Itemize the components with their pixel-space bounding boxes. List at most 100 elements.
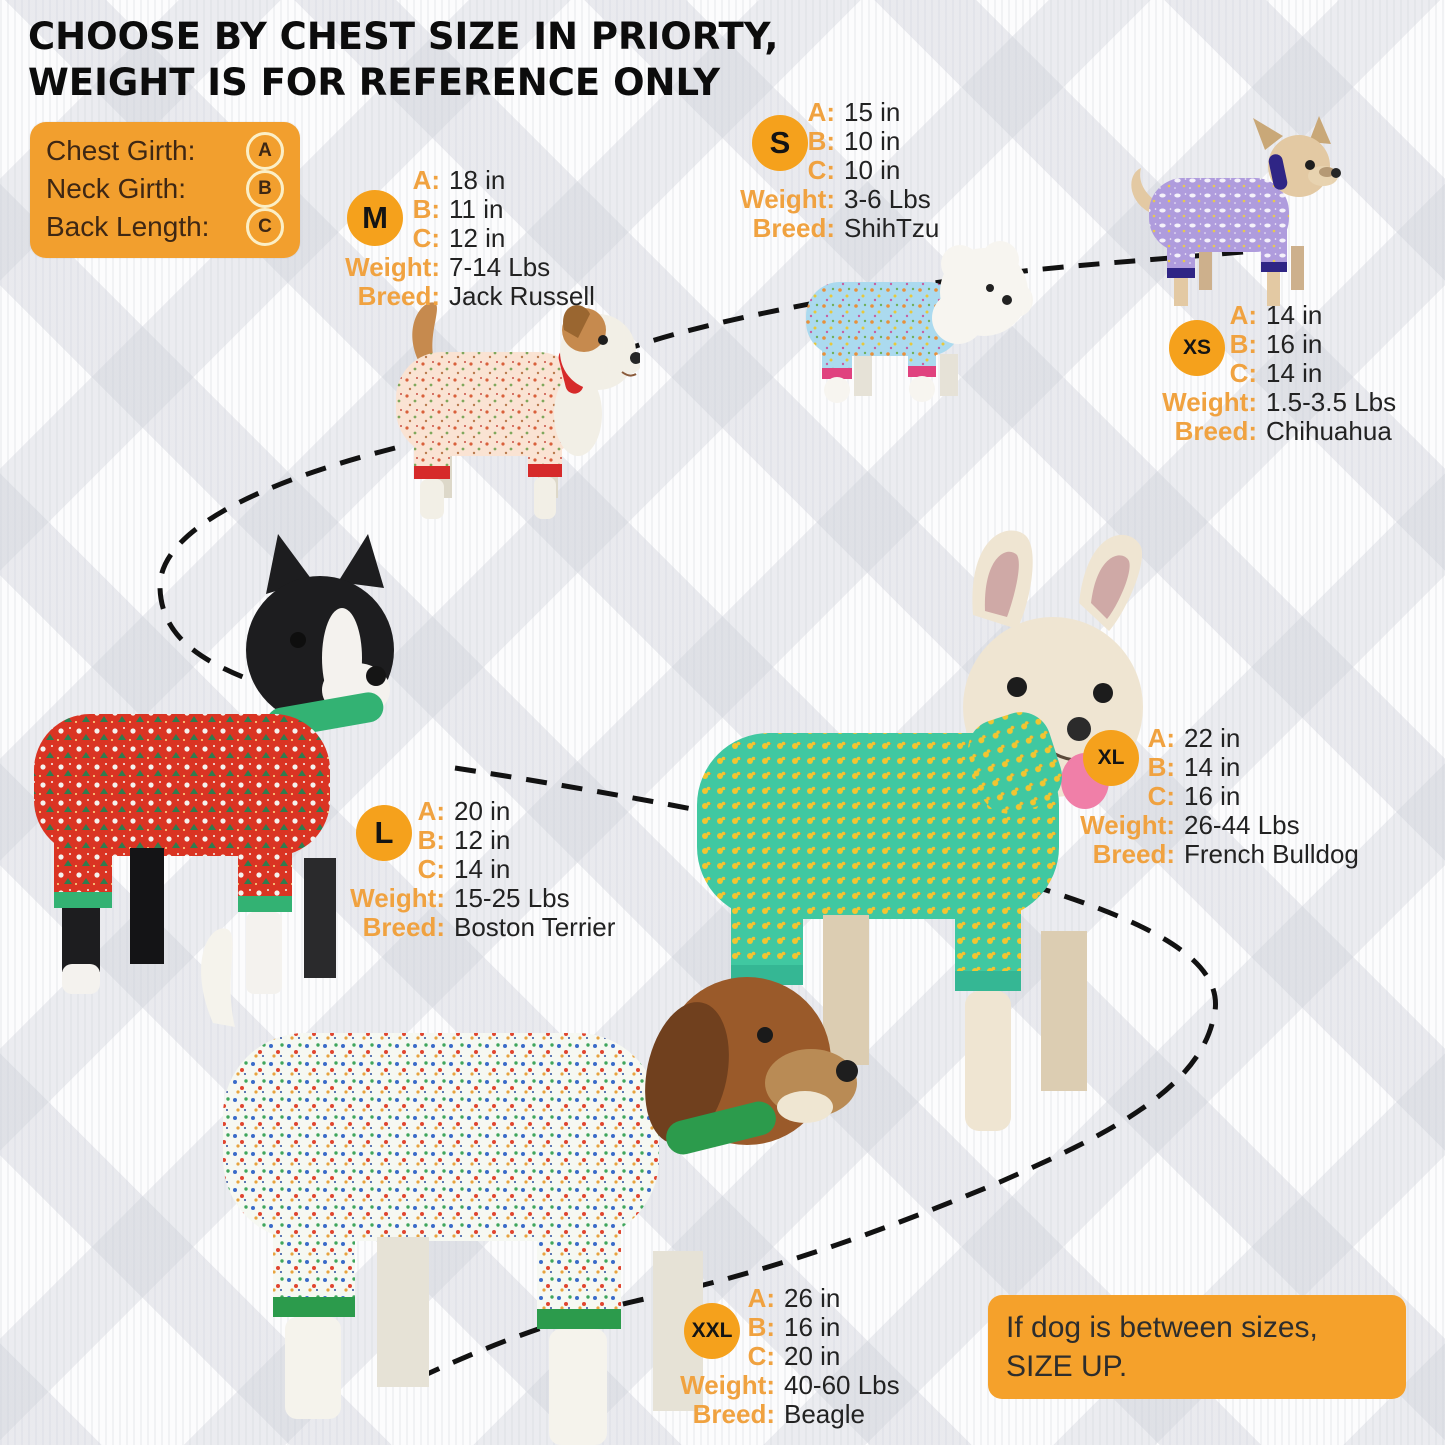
neck-value: 11 in <box>449 194 504 224</box>
page-title: CHOOSE BY CHEST SIZE IN PRIORTY, WEIGHT … <box>28 14 928 106</box>
breed-value: French Bulldog <box>1184 839 1359 869</box>
weight-value: 15-25 Lbs <box>454 883 570 913</box>
title-line-1: CHOOSE BY CHEST SIZE IN PRIORTY, <box>28 15 779 58</box>
legend-row-chest: Chest Girth: A <box>46 132 284 170</box>
circled-a-icon: A <box>246 132 284 170</box>
neck-label: B: <box>747 1312 775 1342</box>
size-badge-xs: XS <box>1169 320 1225 376</box>
breed-label: Breed: <box>692 1399 775 1429</box>
legend-row-neck: Neck Girth: B <box>46 170 284 208</box>
back-label: C: <box>747 1341 775 1371</box>
size-specs: A: 18 in B: 11 in C: 12 in Weight: 7-14 Lbs … <box>305 166 595 311</box>
neck-value: 16 in <box>784 1312 841 1342</box>
breed-label: Breed: <box>357 281 440 311</box>
chest-label: A: <box>412 165 440 195</box>
neck-value: 12 in <box>454 825 511 855</box>
breed-label: Breed: <box>752 213 835 243</box>
title-line-2: WEIGHT IS FOR REFERENCE ONLY <box>28 61 721 104</box>
breed-value: Chihuahua <box>1266 416 1392 446</box>
breed-value: Beagle <box>784 1399 865 1429</box>
neck-value: 14 in <box>1184 752 1241 782</box>
weight-label: Weight: <box>345 252 440 282</box>
neck-label: B: <box>412 194 440 224</box>
chest-value: 18 in <box>449 165 506 195</box>
size-block-xl: XL A: 22 in B: 14 in C: 16 in Weight: 26-44 … <box>1040 724 1359 869</box>
back-value: 14 in <box>454 854 511 884</box>
weight-label: Weight: <box>1080 810 1175 840</box>
weight-label: Weight: <box>350 883 445 913</box>
dog-photo-boston-terrier <box>34 534 394 994</box>
neck-label: B: <box>1229 329 1257 359</box>
chest-value: 20 in <box>454 796 511 826</box>
neck-value: 10 in <box>844 126 901 156</box>
back-value: 12 in <box>449 223 506 253</box>
dog-photo-shihtzu <box>806 241 1033 403</box>
breed-label: Breed: <box>1174 416 1257 446</box>
legend-row-back: Back Length: C <box>46 208 284 246</box>
weight-value: 3-6 Lbs <box>844 184 931 214</box>
breed-label: Breed: <box>362 912 445 942</box>
chest-label: A: <box>747 1283 775 1313</box>
back-label: C: <box>807 155 835 185</box>
size-specs: A: 14 in B: 16 in C: 14 in Weight: 1.5-3.5 L… <box>1122 301 1396 446</box>
size-specs: A: 22 in B: 14 in C: 16 in Weight: 26-44 Lbs… <box>1040 724 1359 869</box>
breed-value: Boston Terrier <box>454 912 616 942</box>
neck-label: B: <box>1147 752 1175 782</box>
size-badge-m: M <box>347 190 403 246</box>
weight-label: Weight: <box>680 1370 775 1400</box>
chest-value: 22 in <box>1184 723 1241 753</box>
weight-value: 7-14 Lbs <box>449 252 551 282</box>
back-value: 10 in <box>844 155 901 185</box>
size-badge-xl: XL <box>1083 730 1139 786</box>
chest-label: A: <box>1229 300 1257 330</box>
note-line-1: If dog is between sizes, <box>1006 1311 1318 1344</box>
legend-label: Chest Girth: <box>46 135 196 166</box>
legend-label: Neck Girth: <box>46 173 187 204</box>
back-label: C: <box>1229 358 1257 388</box>
chest-value: 15 in <box>844 97 901 127</box>
chest-label: A: <box>417 796 445 826</box>
breed-label: Breed: <box>1092 839 1175 869</box>
weight-label: Weight: <box>740 184 835 214</box>
neck-label: B: <box>807 126 835 156</box>
dog-photo-beagle <box>201 928 858 1445</box>
weight-label: Weight: <box>1162 387 1257 417</box>
measurement-legend: Chest Girth: A Neck Girth: B Back Length… <box>30 122 300 258</box>
size-specs: A: 20 in B: 12 in C: 14 in Weight: 15-25 Lbs… <box>310 797 615 942</box>
dog-photo-chihuahua <box>1131 116 1341 306</box>
size-badge-l: L <box>356 805 412 861</box>
circled-b-icon: B <box>246 170 284 208</box>
size-block-xs: XS A: 14 in B: 16 in C: 14 in Weight: 1.5-3.… <box>1122 301 1396 446</box>
size-block-m: M A: 18 in B: 11 in C: 12 in Weight: 7-14 Lb… <box>305 166 595 311</box>
back-value: 14 in <box>1266 358 1323 388</box>
size-badge-s: S <box>752 115 808 171</box>
neck-label: B: <box>417 825 445 855</box>
breed-value: Jack Russell <box>449 281 595 311</box>
weight-value: 26-44 Lbs <box>1184 810 1300 840</box>
weight-value: 40-60 Lbs <box>784 1370 900 1400</box>
note-line-2: SIZE UP. <box>1006 1350 1128 1383</box>
size-badge-xxl: XXL <box>684 1303 740 1359</box>
dog-photo-french-bulldog <box>697 530 1143 1131</box>
circled-c-icon: C <box>246 208 284 246</box>
chest-label: A: <box>1147 723 1175 753</box>
size-specs: A: 26 in B: 16 in C: 20 in Weight: 40-60 Lbs… <box>640 1284 900 1429</box>
size-up-note: If dog is between sizes, SIZE UP. <box>988 1295 1406 1399</box>
back-label: C: <box>412 223 440 253</box>
chest-value: 14 in <box>1266 300 1323 330</box>
size-block-s: S A: 15 in B: 10 in C: 10 in Weight: 3-6 Lbs… <box>700 98 939 243</box>
chest-value: 26 in <box>784 1283 841 1313</box>
size-block-xxl: XXL A: 26 in B: 16 in C: 20 in Weight: 40-60… <box>640 1284 900 1429</box>
legend-label: Back Length: <box>46 211 210 242</box>
back-label: C: <box>1147 781 1175 811</box>
weight-value: 1.5-3.5 Lbs <box>1266 387 1397 417</box>
neck-value: 16 in <box>1266 329 1323 359</box>
breed-value: ShihTzu <box>844 213 940 243</box>
back-label: C: <box>417 854 445 884</box>
chest-label: A: <box>807 97 835 127</box>
size-block-l: L A: 20 in B: 12 in C: 14 in Weight: 15-25 L… <box>310 797 615 942</box>
size-specs: A: 15 in B: 10 in C: 10 in Weight: 3-6 Lbs B… <box>700 98 939 243</box>
dog-photo-jack-russell <box>396 302 640 519</box>
back-value: 16 in <box>1184 781 1241 811</box>
